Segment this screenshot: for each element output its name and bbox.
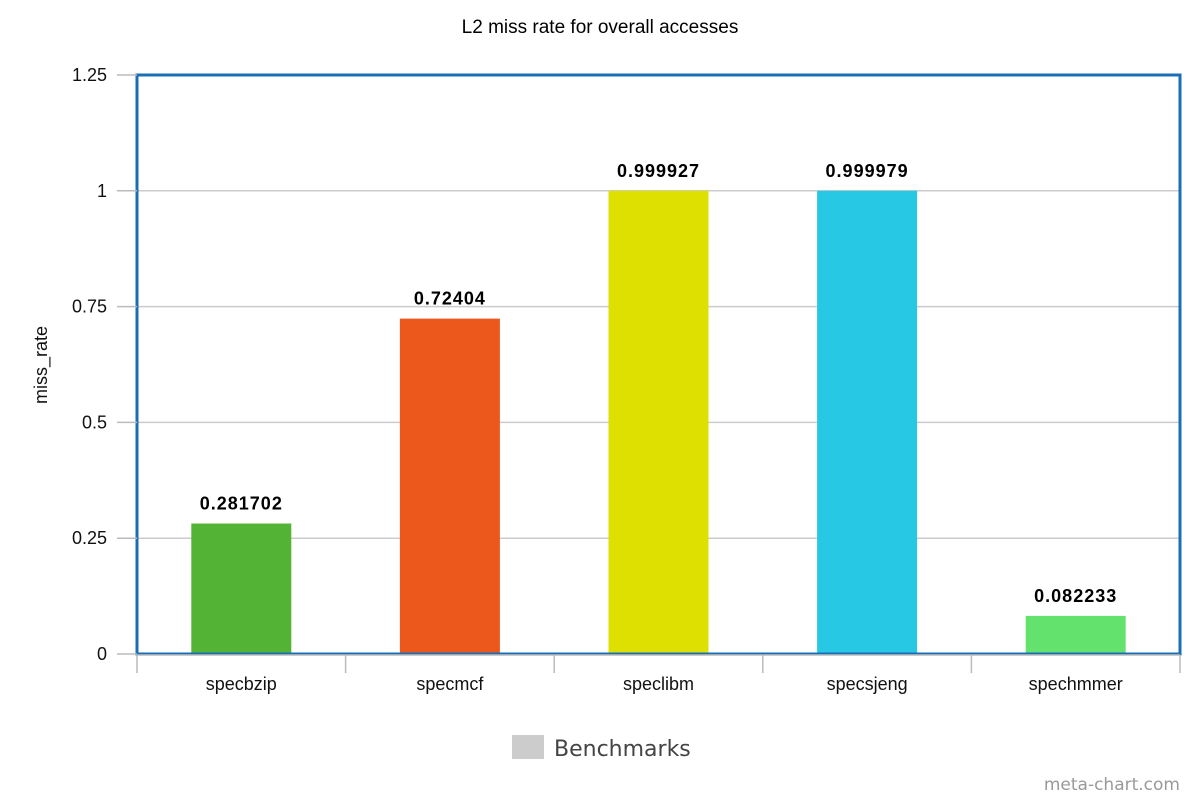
x-tick-label-specbzip: specbzip bbox=[206, 674, 277, 694]
plot-frame bbox=[135, 73, 1182, 656]
bars bbox=[191, 190, 1126, 655]
x-tick-label-spechmmer: spechmmer bbox=[1029, 674, 1123, 694]
chart-title: L2 miss rate for overall accesses bbox=[462, 17, 739, 38]
y-axis-label: miss_rate bbox=[31, 326, 52, 404]
x-axis: specbzip specmcf speclibm specsjeng spechmme… bbox=[136, 654, 1181, 694]
y-tick-label: 0.5 bbox=[82, 412, 107, 432]
y-tick-label: 1 bbox=[97, 181, 107, 201]
bar-speclibm bbox=[608, 190, 709, 655]
x-tick-label-specmcf: specmcf bbox=[416, 674, 484, 694]
watermark: meta-chart.com bbox=[1044, 775, 1180, 795]
y-axis-ticks: 0 0.25 0.5 0.75 1 1.25 bbox=[72, 65, 137, 664]
y-tick-label: 0.25 bbox=[72, 528, 107, 548]
bar-specmcf bbox=[399, 318, 500, 654]
y-tick-label: 0 bbox=[97, 644, 107, 664]
data-label-specbzip: 0.281702 bbox=[200, 494, 283, 514]
bar-specsjeng bbox=[817, 190, 918, 654]
bar-spechmmer bbox=[1025, 615, 1126, 654]
y-tick-label: 0.75 bbox=[72, 297, 107, 317]
legend-label-benchmarks: Benchmarks bbox=[554, 737, 691, 762]
legend: Benchmarks bbox=[512, 735, 691, 762]
data-labels: 0.281702 0.72404 0.999927 0.999979 0.082233 bbox=[200, 161, 1117, 606]
y-tick-label: 1.25 bbox=[72, 65, 107, 85]
x-tick-label-specsjeng: specsjeng bbox=[827, 674, 908, 694]
bar-specbzip bbox=[191, 523, 292, 654]
x-tick-label-speclibm: speclibm bbox=[623, 674, 694, 694]
data-label-specsjeng: 0.999979 bbox=[826, 161, 909, 181]
data-label-speclibm: 0.999927 bbox=[617, 161, 700, 181]
data-label-spechmmer: 0.082233 bbox=[1034, 586, 1117, 606]
legend-swatch-benchmarks bbox=[512, 735, 544, 759]
data-label-specmcf: 0.72404 bbox=[414, 289, 486, 309]
